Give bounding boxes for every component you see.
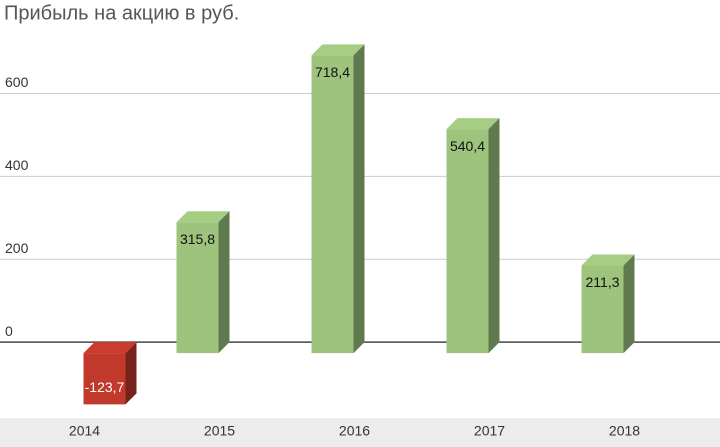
bar bbox=[311, 44, 365, 354]
value-label: 211,3 bbox=[586, 274, 620, 290]
y-tick-label: 0 bbox=[5, 323, 13, 339]
value-label: -123,7 bbox=[85, 379, 125, 395]
bar bbox=[83, 342, 137, 405]
y-tick-label: 200 bbox=[5, 240, 29, 256]
x-tick-label: 2017 bbox=[474, 423, 505, 439]
value-label: 718,4 bbox=[315, 64, 350, 80]
value-label: 540,4 bbox=[450, 138, 485, 154]
bar bbox=[446, 118, 500, 354]
bar bbox=[176, 211, 230, 354]
y-tick-label: 400 bbox=[5, 157, 29, 173]
floor bbox=[0, 418, 720, 447]
y-tick-label: 600 bbox=[5, 74, 29, 90]
x-tick-label: 2014 bbox=[69, 423, 100, 439]
x-tick-label: 2016 bbox=[339, 423, 370, 439]
chart-title: Прибыль на акцию в руб. bbox=[4, 2, 239, 24]
x-tick-label: 2018 bbox=[609, 423, 640, 439]
bar bbox=[581, 254, 635, 354]
value-label: 315,8 bbox=[180, 231, 215, 247]
x-tick-label: 2015 bbox=[204, 423, 235, 439]
